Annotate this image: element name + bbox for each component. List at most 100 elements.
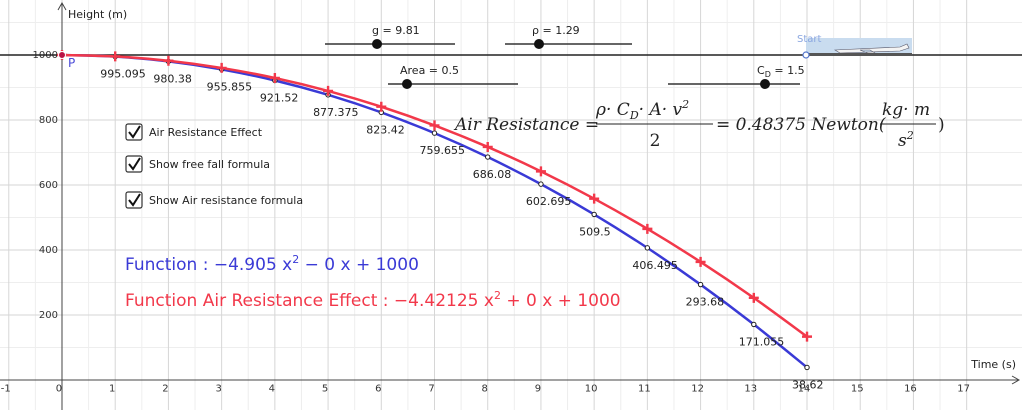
formula-denominator: 2 — [650, 131, 661, 151]
formula-result: = 0.48375 Newton( — [716, 115, 886, 135]
slider-label: g = 9.81 — [372, 24, 420, 37]
x-axis-label: Time (s) — [970, 358, 1016, 371]
y-tick-label: 600 — [39, 180, 58, 191]
y-tick-label: 200 — [39, 310, 58, 321]
function-formula: Function Air Resistance Effect : −4.4212… — [125, 289, 621, 311]
point-marker — [748, 292, 759, 303]
checkbox-check — [128, 125, 141, 139]
point-marker — [323, 85, 334, 96]
point-marker — [376, 101, 387, 112]
x-tick-label: 16 — [904, 383, 917, 394]
x-tick-label: 2 — [162, 383, 168, 394]
x-axis-arrow — [1011, 375, 1021, 385]
x-tick-label: 13 — [744, 383, 757, 394]
x-tick-label: 11 — [638, 383, 651, 394]
start-point — [802, 51, 810, 59]
formula-part: Function Air Resistance Effect : −4.4212… — [125, 291, 494, 311]
x-tick-label: 4 — [269, 383, 275, 394]
x-tick-label: 12 — [691, 383, 704, 394]
formula-close: ) — [938, 115, 945, 135]
formula-superscript: 2 — [292, 253, 299, 266]
value-label: 406.495 — [632, 259, 678, 272]
value-label: 823.42 — [366, 123, 405, 136]
slider-handle[interactable] — [534, 39, 544, 49]
formula-subscript: D — [629, 109, 639, 122]
x-tick-label: -1 — [1, 383, 11, 394]
x-tick-label: 8 — [482, 383, 488, 394]
point-marker — [697, 281, 704, 288]
x-tick-label: 14 — [798, 383, 811, 394]
point-marker — [802, 331, 813, 342]
x-tick-label: 1 — [109, 383, 115, 394]
slider-label: CD = 1.5 — [757, 64, 805, 79]
y-tick-label: 800 — [39, 115, 58, 126]
value-label: 171.055 — [739, 335, 785, 348]
point-marker — [804, 364, 810, 371]
x-tick-label: 0 — [56, 383, 62, 394]
x-tick-label: 15 — [851, 383, 864, 394]
formula-numerator: ρ· CD· A· v2 — [595, 98, 689, 122]
point-p — [57, 50, 66, 59]
point-marker — [751, 321, 757, 328]
formula-part: · A· v — [639, 100, 683, 120]
unit-numerator: kg· m — [882, 100, 930, 120]
x-tick-label: 6 — [375, 383, 381, 394]
point-marker — [589, 193, 600, 204]
point-label: P — [68, 56, 75, 70]
slider-label-part: C — [757, 64, 765, 77]
point-marker — [482, 141, 493, 152]
value-label: 877.375 — [313, 106, 359, 119]
slider-label-subscript: D — [765, 70, 771, 79]
function-formula: Function : −4.905 x2 − 0 x + 1000 — [125, 253, 419, 275]
formula-superscript: 2 — [906, 129, 914, 142]
formula-part: + 0 x + 1000 — [501, 291, 621, 311]
slider-handle[interactable] — [760, 79, 770, 89]
checkbox-label: Show Air resistance formula — [149, 194, 303, 207]
start-label: Start — [797, 34, 822, 45]
point-marker — [429, 120, 440, 131]
value-label: 686.08 — [473, 168, 512, 181]
checkbox-label: Air Resistance Effect — [149, 126, 263, 139]
formula-superscript: 2 — [681, 98, 689, 111]
point-marker — [695, 256, 706, 267]
point-marker — [269, 72, 280, 83]
x-tick-label: 10 — [585, 383, 598, 394]
slider-label: ρ = 1.29 — [532, 24, 580, 37]
controls: Function : −4.905 x2 − 0 x + 1000Functio… — [125, 24, 945, 311]
value-label: 602.695 — [526, 195, 572, 208]
y-tick-label: 400 — [39, 245, 58, 256]
formula-part: s — [898, 131, 907, 151]
point-marker — [642, 223, 653, 234]
formula-part: − 0 x + 1000 — [299, 255, 419, 275]
slider-handle[interactable] — [402, 79, 412, 89]
x-tick-label: 17 — [957, 383, 970, 394]
value-label: 955.855 — [207, 80, 253, 93]
x-tick-label: 9 — [535, 383, 541, 394]
value-label: 293.68 — [686, 296, 725, 309]
point-marker — [591, 211, 597, 218]
slider-label: Area = 0.5 — [400, 64, 459, 77]
point-marker — [535, 166, 546, 177]
y-axis-arrow — [57, 1, 67, 11]
checkbox-check — [128, 193, 141, 207]
value-label: 509.5 — [579, 225, 611, 238]
unit-denominator: s2 — [898, 129, 914, 151]
point-marker — [538, 181, 544, 187]
value-label: 759.655 — [420, 144, 466, 157]
point-marker — [216, 62, 227, 73]
checkbox-check — [128, 157, 141, 171]
x-tick-label: 5 — [322, 383, 328, 394]
point-marker — [485, 154, 491, 160]
y-axis-label: Height (m) — [68, 8, 127, 21]
point-marker — [110, 51, 121, 62]
point-marker — [431, 130, 438, 136]
formula-part: Function : −4.905 x — [125, 255, 292, 275]
slider-handle[interactable] — [372, 39, 382, 49]
point-marker — [644, 245, 651, 251]
formula-lhs: Air Resistance = — [453, 115, 599, 135]
slider-label-part: = 1.5 — [771, 64, 805, 77]
value-label: 980.38 — [153, 72, 192, 85]
formula-superscript: 2 — [494, 289, 501, 302]
